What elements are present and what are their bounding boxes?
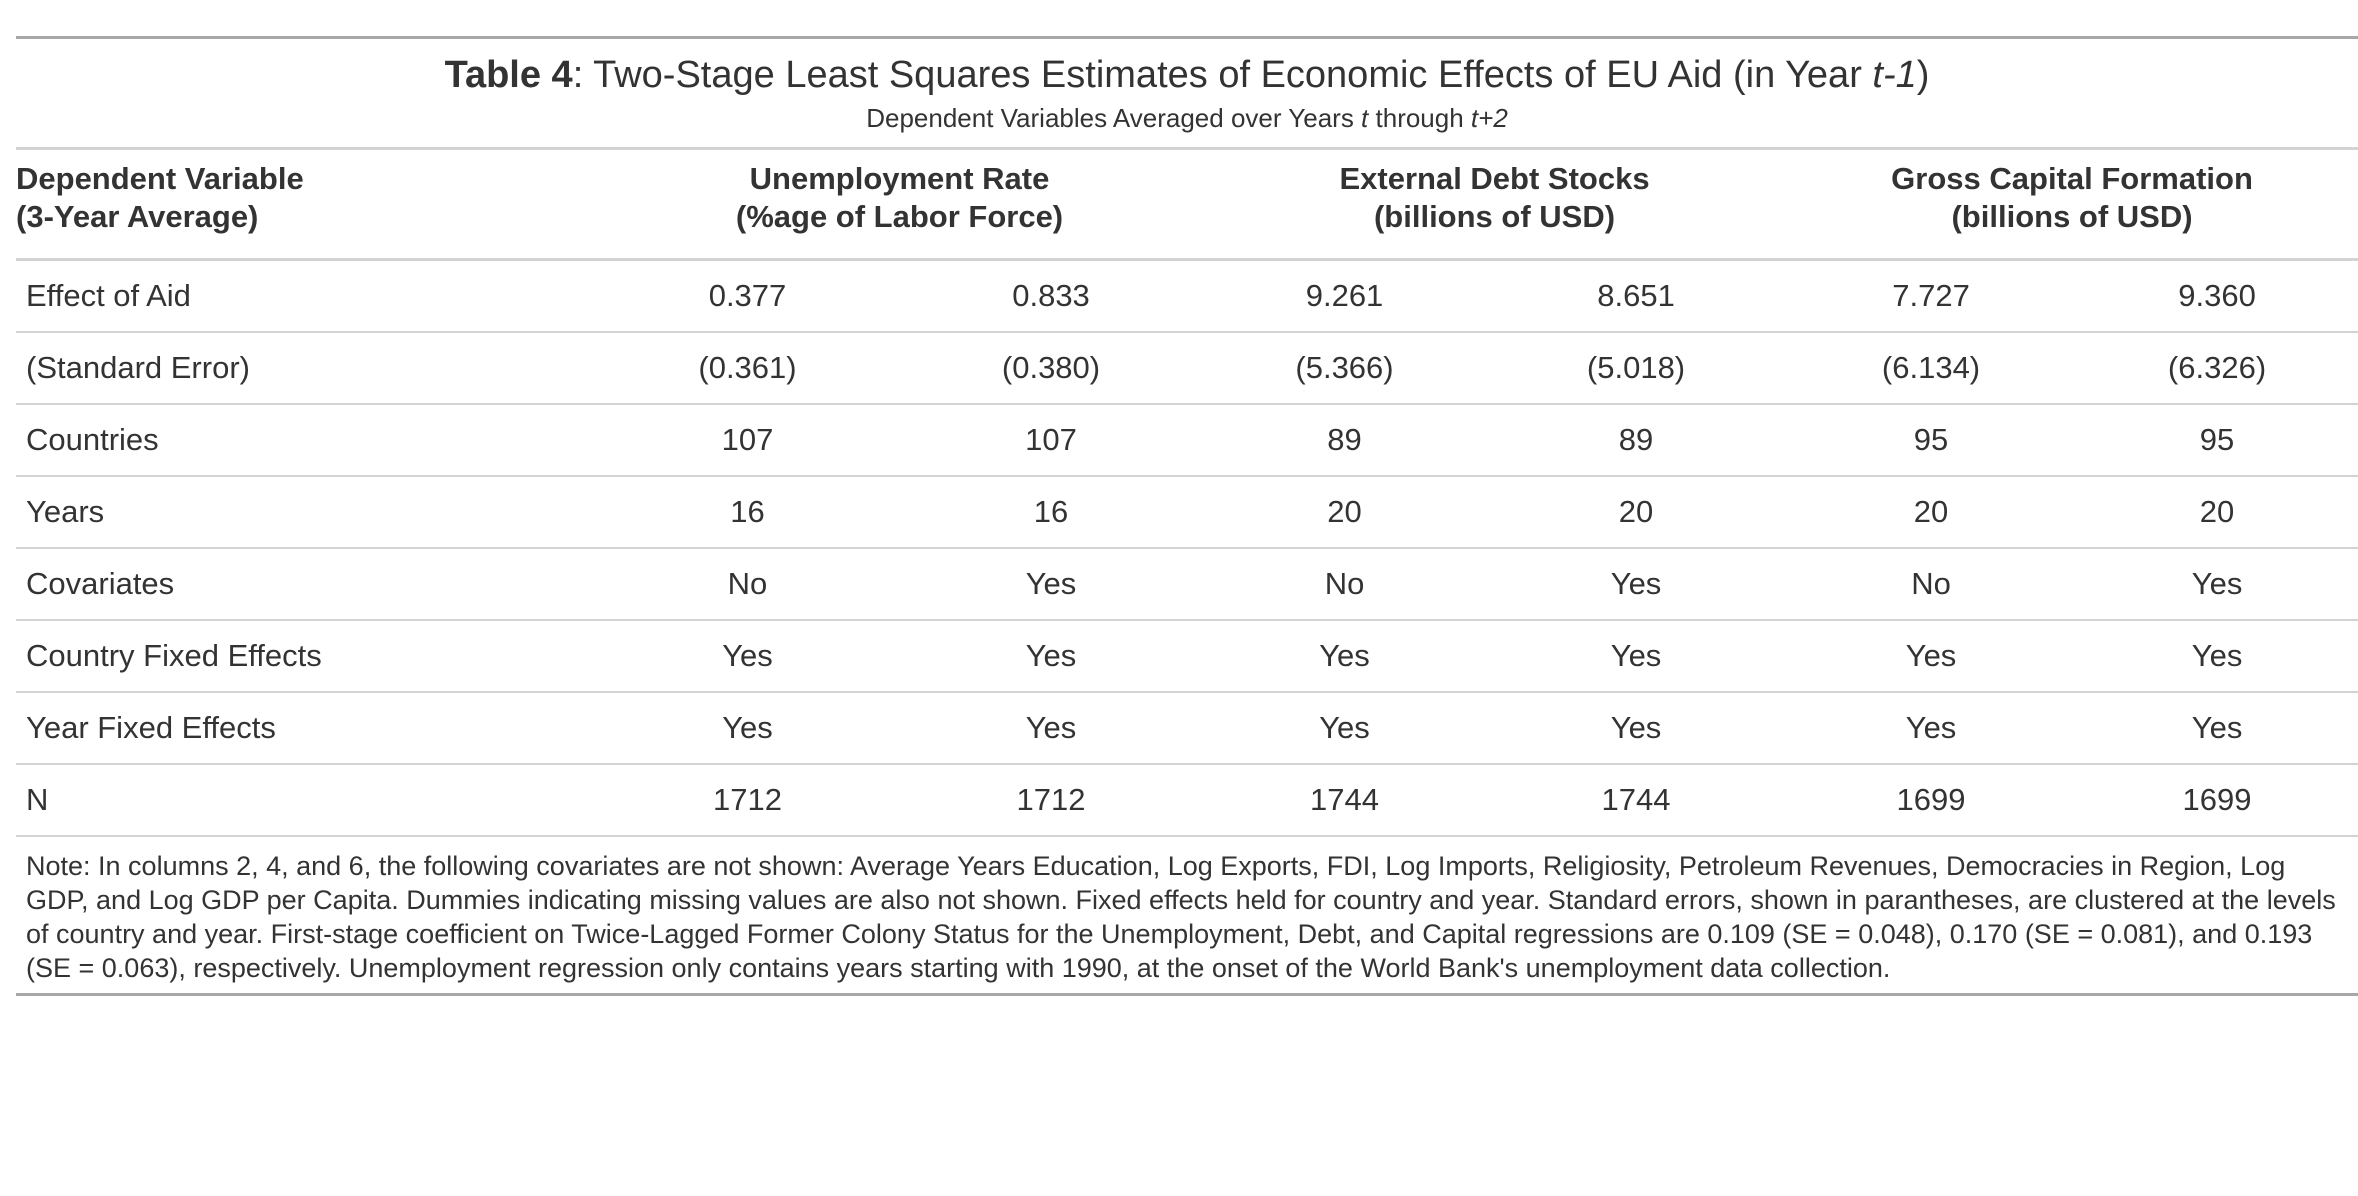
stub-header: Dependent Variable (3-Year Average) bbox=[16, 150, 596, 261]
table-cell: Yes bbox=[1203, 692, 1487, 765]
table-cell: Yes bbox=[1786, 692, 2077, 765]
table-cell: Yes bbox=[596, 692, 899, 765]
table-cell: 89 bbox=[1486, 404, 1787, 477]
footnote-row: Note: In columns 2, 4, and 6, the follow… bbox=[16, 836, 2358, 996]
table-cell: 1744 bbox=[1203, 764, 1487, 837]
row-label: Year Fixed Effects bbox=[16, 692, 596, 765]
table-footer: Note: In columns 2, 4, and 6, the follow… bbox=[16, 836, 2358, 996]
table-row: Effect of Aid 0.377 0.833 9.261 8.651 7.… bbox=[16, 259, 2358, 333]
row-label: Years bbox=[16, 476, 596, 549]
table-cell: Yes bbox=[899, 620, 1204, 693]
table-cell: Yes bbox=[2076, 692, 2358, 765]
table-cell: Yes bbox=[2076, 548, 2358, 621]
row-label: Country Fixed Effects bbox=[16, 620, 596, 693]
table-title-close: ) bbox=[1916, 54, 1930, 96]
table-cell: 107 bbox=[596, 404, 899, 477]
row-label: (Standard Error) bbox=[16, 332, 596, 405]
table-cell: 1744 bbox=[1486, 764, 1787, 837]
top-rule bbox=[16, 36, 2358, 39]
spanner-capital-formation-line1: Gross Capital Formation bbox=[1891, 161, 2253, 196]
table-heading: Table 4: Two-Stage Least Squares Estimat… bbox=[16, 39, 2358, 147]
table-cell: Yes bbox=[1486, 548, 1787, 621]
table-cell: 8.651 bbox=[1486, 259, 1787, 333]
table-cell: No bbox=[596, 548, 899, 621]
subtitle-t-end: t+2 bbox=[1470, 103, 1508, 133]
table-footnote: Note: In columns 2, 4, and 6, the follow… bbox=[16, 836, 2358, 996]
table-cell: Yes bbox=[1486, 692, 1787, 765]
table-row: (Standard Error) (0.361) (0.380) (5.366)… bbox=[16, 332, 2358, 405]
table-title-year: t-1 bbox=[1872, 54, 1917, 96]
spanner-unemployment-line2: (%age of Labor Force) bbox=[735, 199, 1064, 234]
table-cell: (0.361) bbox=[596, 332, 899, 405]
subtitle-t-start: t bbox=[1361, 103, 1369, 133]
table-subtitle: Dependent Variables Averaged over Years … bbox=[16, 101, 2358, 147]
column-header-row: Dependent Variable (3-Year Average) Unem… bbox=[16, 150, 2358, 261]
table-cell: 16 bbox=[596, 476, 899, 549]
row-label: N bbox=[16, 764, 596, 837]
spanner-external-debt-line1: External Debt Stocks bbox=[1339, 161, 1650, 196]
table-cell: 0.833 bbox=[899, 259, 1204, 333]
table-cell: (5.018) bbox=[1486, 332, 1787, 405]
table-cell: Yes bbox=[899, 692, 1204, 765]
regression-table-container: Table 4: Two-Stage Least Squares Estimat… bbox=[16, 36, 2358, 996]
spanner-external-debt: External Debt Stocks (billions of USD) bbox=[1203, 150, 1787, 261]
table-cell: (0.380) bbox=[899, 332, 1204, 405]
table-cell: 1712 bbox=[596, 764, 899, 837]
results-table: Dependent Variable (3-Year Average) Unem… bbox=[16, 150, 2358, 996]
table-cell: 9.360 bbox=[2076, 259, 2358, 333]
table-cell: 16 bbox=[899, 476, 1204, 549]
heading-rule bbox=[16, 147, 2358, 150]
table-cell: 95 bbox=[1786, 404, 2077, 477]
table-title-text: : Two-Stage Least Squares Estimates of E… bbox=[572, 54, 1873, 96]
table-cell: 1699 bbox=[2076, 764, 2358, 837]
table-cell: No bbox=[1203, 548, 1487, 621]
table-row: Covariates No Yes No Yes No Yes bbox=[16, 548, 2358, 621]
row-label: Effect of Aid bbox=[16, 259, 596, 333]
table-cell: 107 bbox=[899, 404, 1204, 477]
stub-header-line1: Dependent Variable bbox=[16, 161, 304, 196]
table-cell: 9.261 bbox=[1203, 259, 1487, 333]
table-cell: 20 bbox=[1786, 476, 2077, 549]
table-cell: Yes bbox=[1486, 620, 1787, 693]
table-cell: No bbox=[1786, 548, 2077, 621]
spanner-capital-formation-line2: (billions of USD) bbox=[1951, 199, 2193, 234]
table-number: Table 4 bbox=[444, 54, 573, 96]
table-cell: Yes bbox=[1203, 620, 1487, 693]
table-cell: Yes bbox=[1786, 620, 2077, 693]
table-body: Effect of Aid 0.377 0.833 9.261 8.651 7.… bbox=[16, 259, 2358, 837]
subtitle-pre: Dependent Variables Averaged over Years bbox=[866, 103, 1362, 133]
table-row: Country Fixed Effects Yes Yes Yes Yes Ye… bbox=[16, 620, 2358, 693]
table-row: Years 16 16 20 20 20 20 bbox=[16, 476, 2358, 549]
table-cell: 20 bbox=[1203, 476, 1487, 549]
table-cell: 0.377 bbox=[596, 259, 899, 333]
table-cell: 20 bbox=[2076, 476, 2358, 549]
table-row: Year Fixed Effects Yes Yes Yes Yes Yes Y… bbox=[16, 692, 2358, 765]
table-title: Table 4: Two-Stage Least Squares Estimat… bbox=[16, 49, 2358, 101]
table-cell: Yes bbox=[2076, 620, 2358, 693]
spanner-unemployment: Unemployment Rate (%age of Labor Force) bbox=[596, 150, 1204, 261]
stub-header-line2: (3-Year Average) bbox=[16, 199, 259, 234]
row-label: Covariates bbox=[16, 548, 596, 621]
spanner-capital-formation: Gross Capital Formation (billions of USD… bbox=[1786, 150, 2358, 261]
table-cell: (5.366) bbox=[1203, 332, 1487, 405]
table-cell: Yes bbox=[596, 620, 899, 693]
table-cell: 1699 bbox=[1786, 764, 2077, 837]
row-label: Countries bbox=[16, 404, 596, 477]
table-cell: 89 bbox=[1203, 404, 1487, 477]
table-cell: (6.134) bbox=[1786, 332, 2077, 405]
table-cell: Yes bbox=[899, 548, 1204, 621]
table-header: Dependent Variable (3-Year Average) Unem… bbox=[16, 150, 2358, 261]
table-cell: 7.727 bbox=[1786, 259, 2077, 333]
table-row: N 1712 1712 1744 1744 1699 1699 bbox=[16, 764, 2358, 837]
table-row: Countries 107 107 89 89 95 95 bbox=[16, 404, 2358, 477]
spanner-unemployment-line1: Unemployment Rate bbox=[749, 161, 1050, 196]
table-cell: 95 bbox=[2076, 404, 2358, 477]
spanner-external-debt-line2: (billions of USD) bbox=[1373, 199, 1616, 234]
table-cell: (6.326) bbox=[2076, 332, 2358, 405]
table-cell: 20 bbox=[1486, 476, 1787, 549]
table-cell: 1712 bbox=[899, 764, 1204, 837]
subtitle-mid: through bbox=[1368, 103, 1471, 133]
